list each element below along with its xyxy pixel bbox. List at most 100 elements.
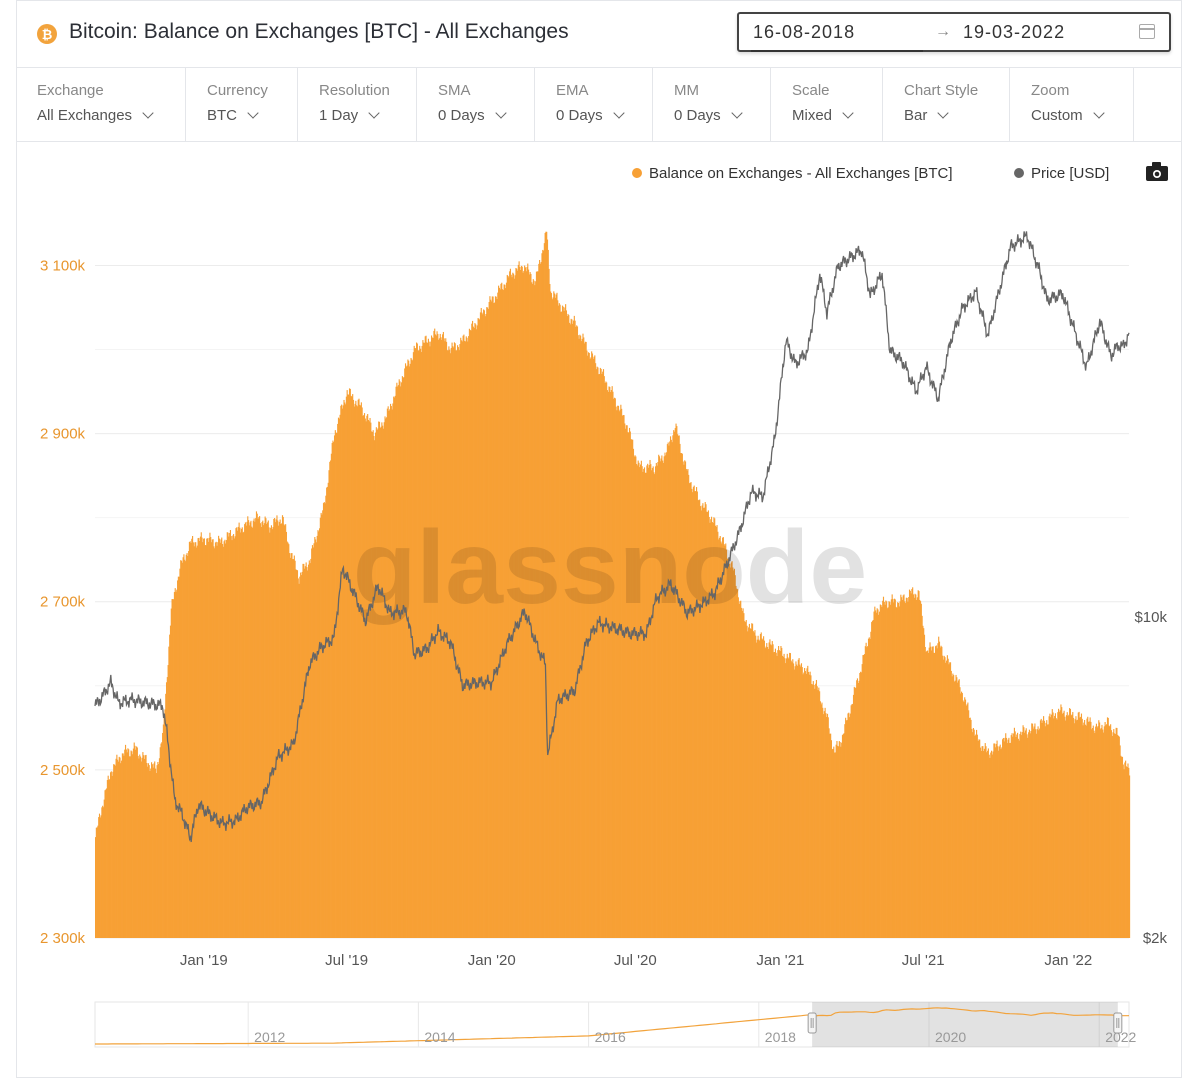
control-value-text: Mixed	[792, 107, 833, 124]
balance-bar	[594, 355, 596, 938]
balance-bar	[744, 621, 746, 938]
control-sma[interactable]: SMA 0 Days	[417, 68, 535, 141]
balance-bar	[651, 470, 653, 938]
balance-bar	[565, 310, 567, 938]
balance-bar	[234, 536, 236, 938]
balance-bar	[237, 526, 239, 938]
balance-bar	[638, 462, 640, 938]
date-to-input[interactable]: 19-03-2022	[963, 22, 1066, 42]
navigator-handle[interactable]	[807, 1012, 817, 1034]
balance-bar	[247, 516, 249, 938]
legend-item-price[interactable]: Price [USD]	[1031, 165, 1109, 182]
balance-bar	[816, 686, 818, 938]
balance-bar	[961, 691, 963, 938]
balance-bar	[905, 603, 907, 938]
balance-bar	[817, 690, 819, 938]
control-ema[interactable]: EMA 0 Days	[535, 68, 653, 141]
balance-bar	[378, 421, 380, 939]
date-range-picker[interactable]: 16-08-2018 → 19-03-2022	[737, 12, 1171, 52]
control-exchange[interactable]: Exchange All Exchanges	[16, 68, 186, 141]
camera-icon[interactable]	[1146, 162, 1168, 181]
control-value[interactable]: All Exchanges	[37, 107, 154, 124]
chart-controls-bar: Exchange All Exchanges Currency BTC Reso…	[16, 68, 1182, 142]
balance-bar	[693, 485, 695, 938]
balance-bar	[792, 659, 794, 938]
balance-bar	[133, 742, 135, 938]
navigator[interactable]: 2012 2014 2016 2018 2020 2022	[94, 1001, 1137, 1048]
balance-bar	[834, 752, 836, 938]
balance-bar	[623, 415, 625, 939]
navigator-grid	[247, 1002, 1100, 1047]
balance-bar	[975, 729, 978, 938]
legend-item-balance[interactable]: Balance on Exchanges - All Exchanges [BT…	[649, 165, 953, 182]
control-zoom[interactable]: Zoom Custom	[1010, 68, 1134, 141]
balance-bar	[700, 510, 702, 938]
balance-bar	[658, 454, 660, 938]
control-value[interactable]: Mixed	[792, 107, 854, 124]
balance-bar	[547, 249, 549, 939]
balance-bar	[899, 601, 901, 938]
balance-bar	[950, 670, 952, 938]
balance-bar	[535, 281, 537, 938]
balance-bar	[763, 640, 765, 938]
balance-bar	[891, 594, 893, 938]
balance-bar	[703, 507, 706, 938]
control-value[interactable]: Bar	[904, 107, 950, 124]
balance-bar	[224, 539, 226, 938]
control-value[interactable]: Custom	[1031, 107, 1105, 124]
control-value[interactable]: 1 Day	[319, 107, 380, 124]
balance-bar	[979, 747, 982, 938]
balance-bar	[528, 274, 530, 939]
balance-bar	[923, 634, 926, 938]
balance-bar	[915, 594, 917, 938]
balance-bar	[822, 714, 825, 938]
balance-bar	[803, 672, 805, 938]
balance-bar	[486, 307, 488, 939]
balance-bar	[886, 601, 888, 938]
control-chart-style[interactable]: Chart Style Bar	[883, 68, 1010, 141]
balance-bar	[180, 560, 182, 938]
legend[interactable]: Balance on Exchanges - All Exchanges [BT…	[632, 165, 1109, 182]
balance-bar	[996, 740, 998, 938]
balance-bar	[658, 456, 661, 938]
balance-bar	[358, 398, 360, 938]
arrow-right-icon: →	[935, 23, 951, 40]
balance-bar	[776, 656, 778, 938]
balance-bar	[983, 748, 986, 938]
balance-bar	[726, 558, 728, 938]
balance-bar	[530, 273, 532, 938]
balance-bar	[483, 310, 485, 939]
balance-bar-series	[95, 231, 1131, 939]
balance-bar	[128, 756, 131, 938]
balance-bar	[924, 646, 926, 938]
balance-bar	[696, 487, 698, 938]
control-currency[interactable]: Currency BTC	[186, 68, 298, 141]
balance-bar	[1069, 709, 1071, 938]
control-value[interactable]: 0 Days	[438, 107, 507, 124]
control-value[interactable]: 0 Days	[674, 107, 743, 124]
balance-bar	[969, 717, 971, 938]
navigator-handle[interactable]	[1113, 1012, 1123, 1034]
balance-bar	[897, 602, 899, 938]
balance-bar	[463, 334, 465, 939]
balance-bar	[672, 435, 674, 938]
balance-bar	[97, 825, 99, 938]
control-scale[interactable]: Scale Mixed	[771, 68, 883, 141]
calendar-icon[interactable]	[1139, 24, 1155, 39]
balance-bar	[109, 772, 112, 938]
balance-bar	[939, 647, 941, 938]
navigator-handles[interactable]	[807, 1012, 1123, 1034]
balance-bar	[192, 535, 194, 938]
control-resolution[interactable]: Resolution 1 Day	[298, 68, 417, 141]
control-value[interactable]: 0 Days	[556, 107, 625, 124]
balance-bar	[826, 713, 829, 938]
control-value[interactable]: BTC	[207, 107, 259, 124]
balance-bar	[418, 350, 420, 939]
balance-bar	[749, 628, 751, 938]
balance-bar	[898, 606, 900, 938]
balance-bar	[814, 688, 816, 938]
balance-bar	[1117, 735, 1120, 938]
balance-bar	[953, 681, 956, 938]
date-from-input[interactable]: 16-08-2018	[753, 22, 856, 42]
control-mm[interactable]: MM 0 Days	[653, 68, 771, 141]
